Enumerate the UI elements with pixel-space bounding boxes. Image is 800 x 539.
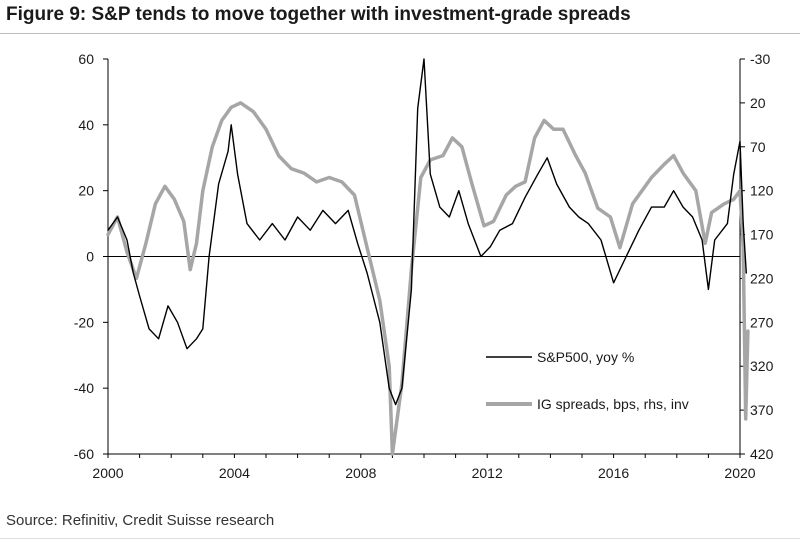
x-tick-label: 2012: [472, 465, 503, 481]
figure-title: Figure 9: S&P tends to move together wit…: [6, 4, 631, 25]
x-tick-label: 2016: [598, 465, 629, 481]
left-tick-label: 0: [86, 249, 94, 265]
right-tick-label: 20: [750, 95, 766, 111]
chart: 60 40 20 0 -20 -40 -60 -30 20 70 120 170 220 270 320 37…: [74, 51, 774, 481]
right-tick-label: 170: [750, 227, 774, 243]
series-line-ig-spreads: [106, 101, 750, 456]
left-tick-label: 20: [78, 183, 94, 199]
right-tick-label: 420: [750, 446, 774, 462]
series-line-sp500: [107, 58, 747, 406]
x-tick-label: 2004: [219, 465, 250, 481]
right-tick-label: 370: [750, 402, 774, 418]
x-tick-label: 2000: [92, 465, 123, 481]
left-tick-label: 60: [78, 51, 94, 67]
right-tick-label: 120: [750, 183, 774, 199]
right-tick-label: 70: [750, 139, 766, 155]
right-tick-label: 220: [750, 270, 774, 286]
title-divider: [0, 33, 800, 34]
right-tick-label: 270: [750, 314, 774, 330]
chart-axes: 60 40 20 0 -20 -40 -60 -30 20 70 120 170 220 270 320 37…: [74, 51, 774, 481]
x-tick-label: 2008: [345, 465, 376, 481]
source-note: Source: Refinitiv, Credit Suisse researc…: [6, 512, 275, 529]
chart-legend: S&P500, yoy % IG spreads, bps, rhs, inv: [486, 349, 689, 412]
legend-entry-ig-spreads-label: IG spreads, bps, rhs, inv: [537, 396, 689, 412]
right-tick-label: 320: [750, 358, 774, 374]
x-tick-label: 2020: [724, 465, 755, 481]
chart-series: [106, 58, 750, 456]
left-tick-label: -40: [74, 380, 94, 396]
left-tick-label: -60: [74, 446, 94, 462]
right-tick-label: -30: [750, 51, 770, 67]
legend-entry-sp500-label: S&P500, yoy %: [537, 349, 634, 365]
left-tick-label: -20: [74, 314, 94, 330]
left-tick-label: 40: [78, 117, 94, 133]
